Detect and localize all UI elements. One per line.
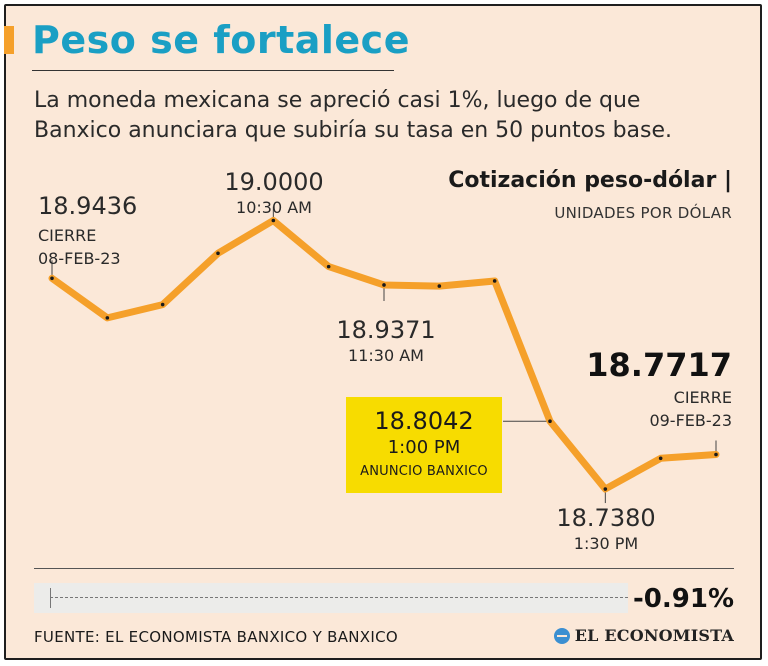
label-open-line2: 08-FEB-23: [38, 249, 121, 268]
chart-unit-label: UNIDADES POR DÓLAR: [554, 204, 732, 222]
data-point: [548, 419, 552, 423]
percent-change: -0.91%: [633, 584, 734, 614]
title-accent-bar: [4, 26, 14, 54]
label-close-value: 18.7717: [586, 346, 732, 384]
source-note: FUENTE: EL ECONOMISTA BANXICO Y BANXICO: [34, 628, 398, 646]
title-underline: [32, 70, 394, 71]
infographic-card: [4, 4, 762, 660]
label-low-time: 1:30 PM: [573, 534, 639, 553]
label-open-line1: CIERRE: [38, 226, 97, 245]
data-point: [326, 264, 331, 269]
label-1130-time: 11:30 AM: [348, 346, 424, 365]
data-point: [714, 452, 718, 457]
data-point: [160, 302, 165, 307]
data-point: [50, 276, 54, 281]
data-point: [437, 284, 442, 288]
change-bar: [34, 583, 628, 613]
chart-title: Cotización peso-dólar |: [448, 168, 732, 193]
label-close: 18.7717 CIERRE 09-FEB-23: [586, 346, 732, 430]
logo-text: EL ECONOMISTA: [574, 626, 734, 645]
label-banxico-value: 18.8042: [374, 407, 474, 435]
label-1130: 18.9371 11:30 AM: [334, 316, 438, 365]
label-peak-value: 19.0000: [224, 168, 324, 196]
label-close-line2: 09-FEB-23: [649, 411, 732, 430]
page-title: Peso se fortalece: [32, 18, 410, 62]
separator-rule: [34, 568, 734, 569]
label-peak: 19.0000 10:30 AM: [222, 168, 326, 217]
label-open: 18.9436 CIERRE 08-FEB-23: [38, 192, 137, 268]
banxico-announcement-box: 18.8042 1:00 PM ANUNCIO BANXICO: [346, 397, 502, 493]
subtitle: La moneda mexicana se apreció casi 1%, l…: [34, 88, 672, 143]
data-point: [658, 456, 663, 461]
change-bar-dashed-line: [50, 597, 628, 598]
change-bar-tick: [50, 588, 51, 608]
data-point: [105, 316, 110, 320]
label-close-line1: CIERRE: [673, 388, 732, 407]
data-point: [382, 283, 386, 287]
data-point: [603, 487, 608, 491]
el-economista-logo-icon: [553, 627, 570, 644]
label-banxico-time: 1:00 PM: [387, 437, 461, 458]
label-low: 18.7380 1:30 PM: [554, 504, 658, 553]
label-low-value: 18.7380: [556, 504, 656, 532]
label-1130-value: 18.9371: [336, 316, 436, 344]
data-point: [216, 251, 220, 256]
data-point: [492, 279, 497, 283]
data-point: [271, 218, 276, 223]
label-banxico-note: ANUNCIO BANXICO: [360, 464, 488, 479]
el-economista-logo: EL ECONOMISTA: [553, 626, 734, 645]
label-peak-time: 10:30 AM: [236, 198, 312, 217]
label-open-value: 18.9436: [38, 192, 138, 220]
